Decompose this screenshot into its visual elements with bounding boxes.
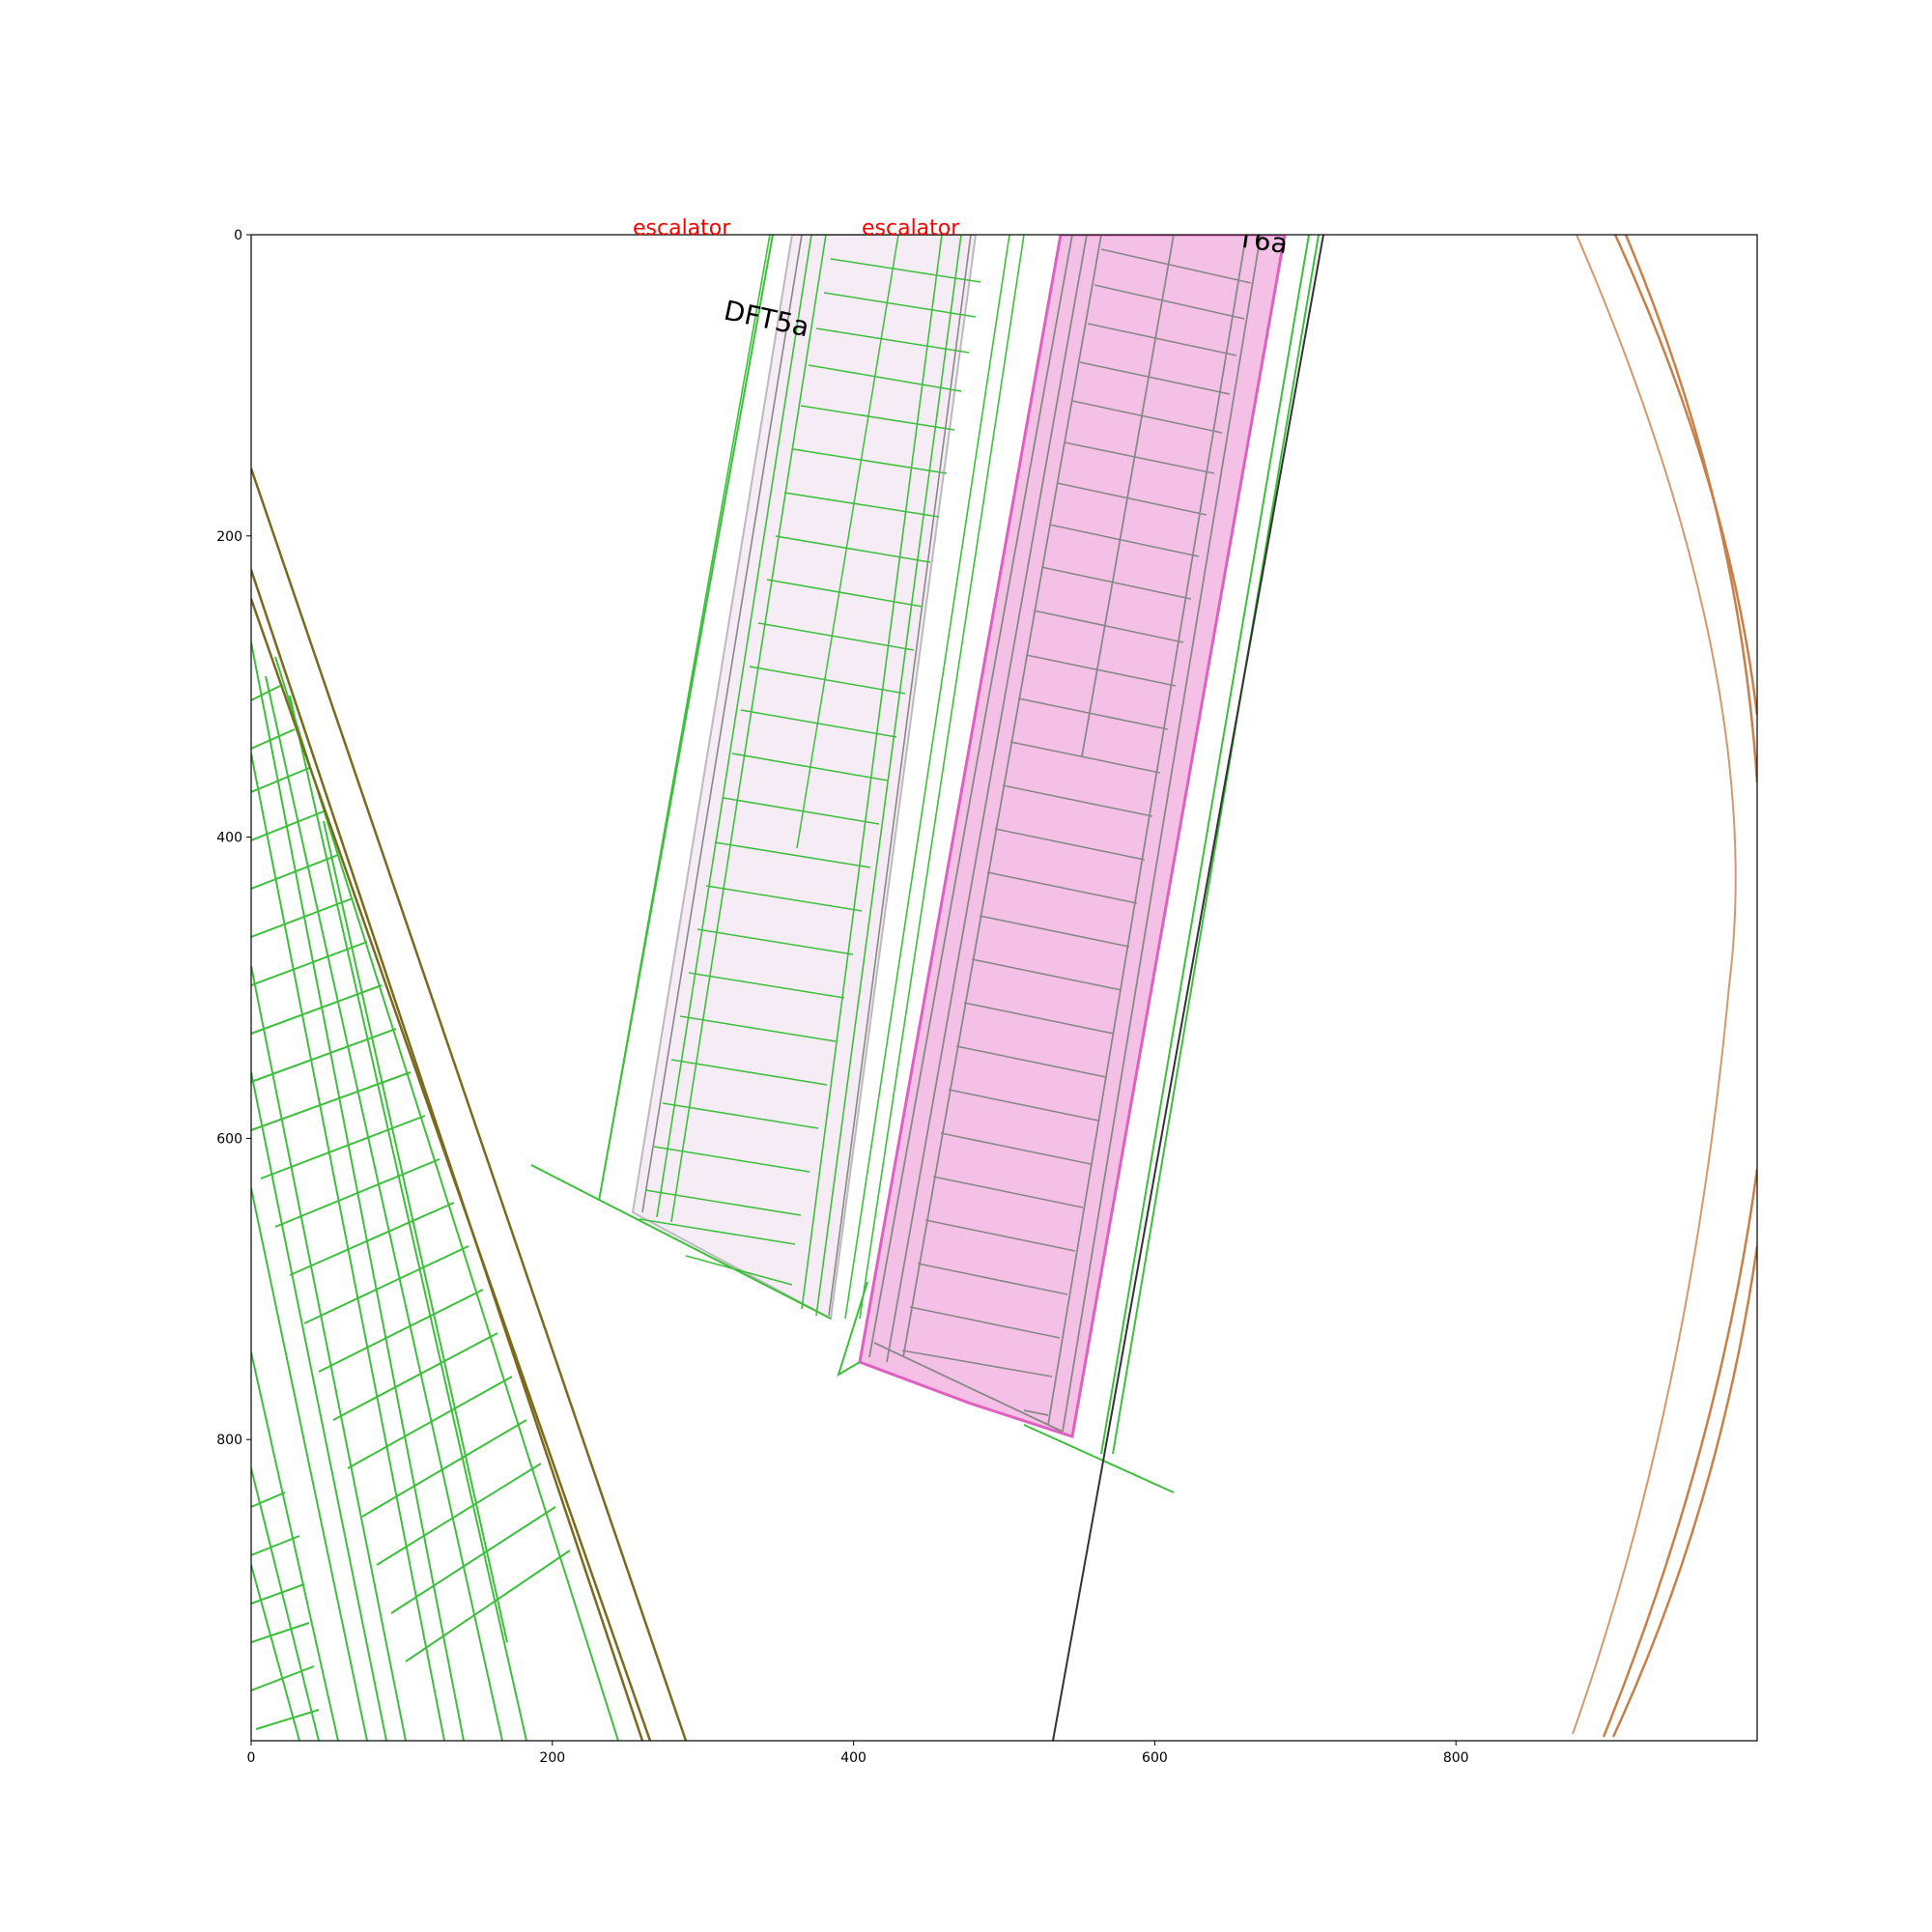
y-axis-ticks: 0 200 400 600 800 — [216, 228, 251, 1448]
escalator-right — [837, 235, 1320, 1493]
x-tick-label: 600 — [1142, 1750, 1168, 1766]
olive-walls — [251, 468, 688, 1741]
escalator-label-right: escalator — [862, 216, 960, 241]
escalator-right-steps — [901, 248, 1252, 1378]
x-axis-ticks: 0 200 400 600 800 — [247, 1741, 1469, 1766]
escalator-left — [530, 235, 1025, 1321]
y-tick-label: 200 — [216, 529, 242, 545]
escalator-left-gray — [641, 235, 972, 1317]
dark-boundary-line — [1052, 235, 1324, 1741]
escalator-right-rails — [868, 235, 1262, 1433]
x-tick-label: 200 — [539, 1750, 565, 1766]
escalator-label-left: escalator — [633, 216, 731, 241]
left-stair-stringers — [265, 675, 508, 1741]
y-tick-label: 400 — [216, 831, 242, 846]
escalator-left-outer — [530, 235, 832, 1320]
x-tick-label: 800 — [1443, 1750, 1469, 1766]
x-tick-label: 400 — [840, 1750, 867, 1766]
escalator-right-outer — [837, 235, 1320, 1493]
escalator-left-rails — [598, 235, 1025, 1320]
x-tick-label: 0 — [247, 1750, 256, 1766]
plot-content: DFT5a T6a — [251, 235, 1757, 1741]
escalator-right-body — [858, 235, 1287, 1438]
y-tick-label: 0 — [234, 228, 242, 243]
plot-frame — [250, 234, 1758, 1742]
y-tick-label: 800 — [216, 1433, 242, 1448]
escalator-left-steps — [639, 235, 981, 1286]
left-stair-treads — [251, 685, 571, 1730]
brown-arcs — [1572, 235, 1757, 1738]
y-tick-label: 600 — [216, 1131, 242, 1147]
left-structure — [251, 641, 619, 1741]
